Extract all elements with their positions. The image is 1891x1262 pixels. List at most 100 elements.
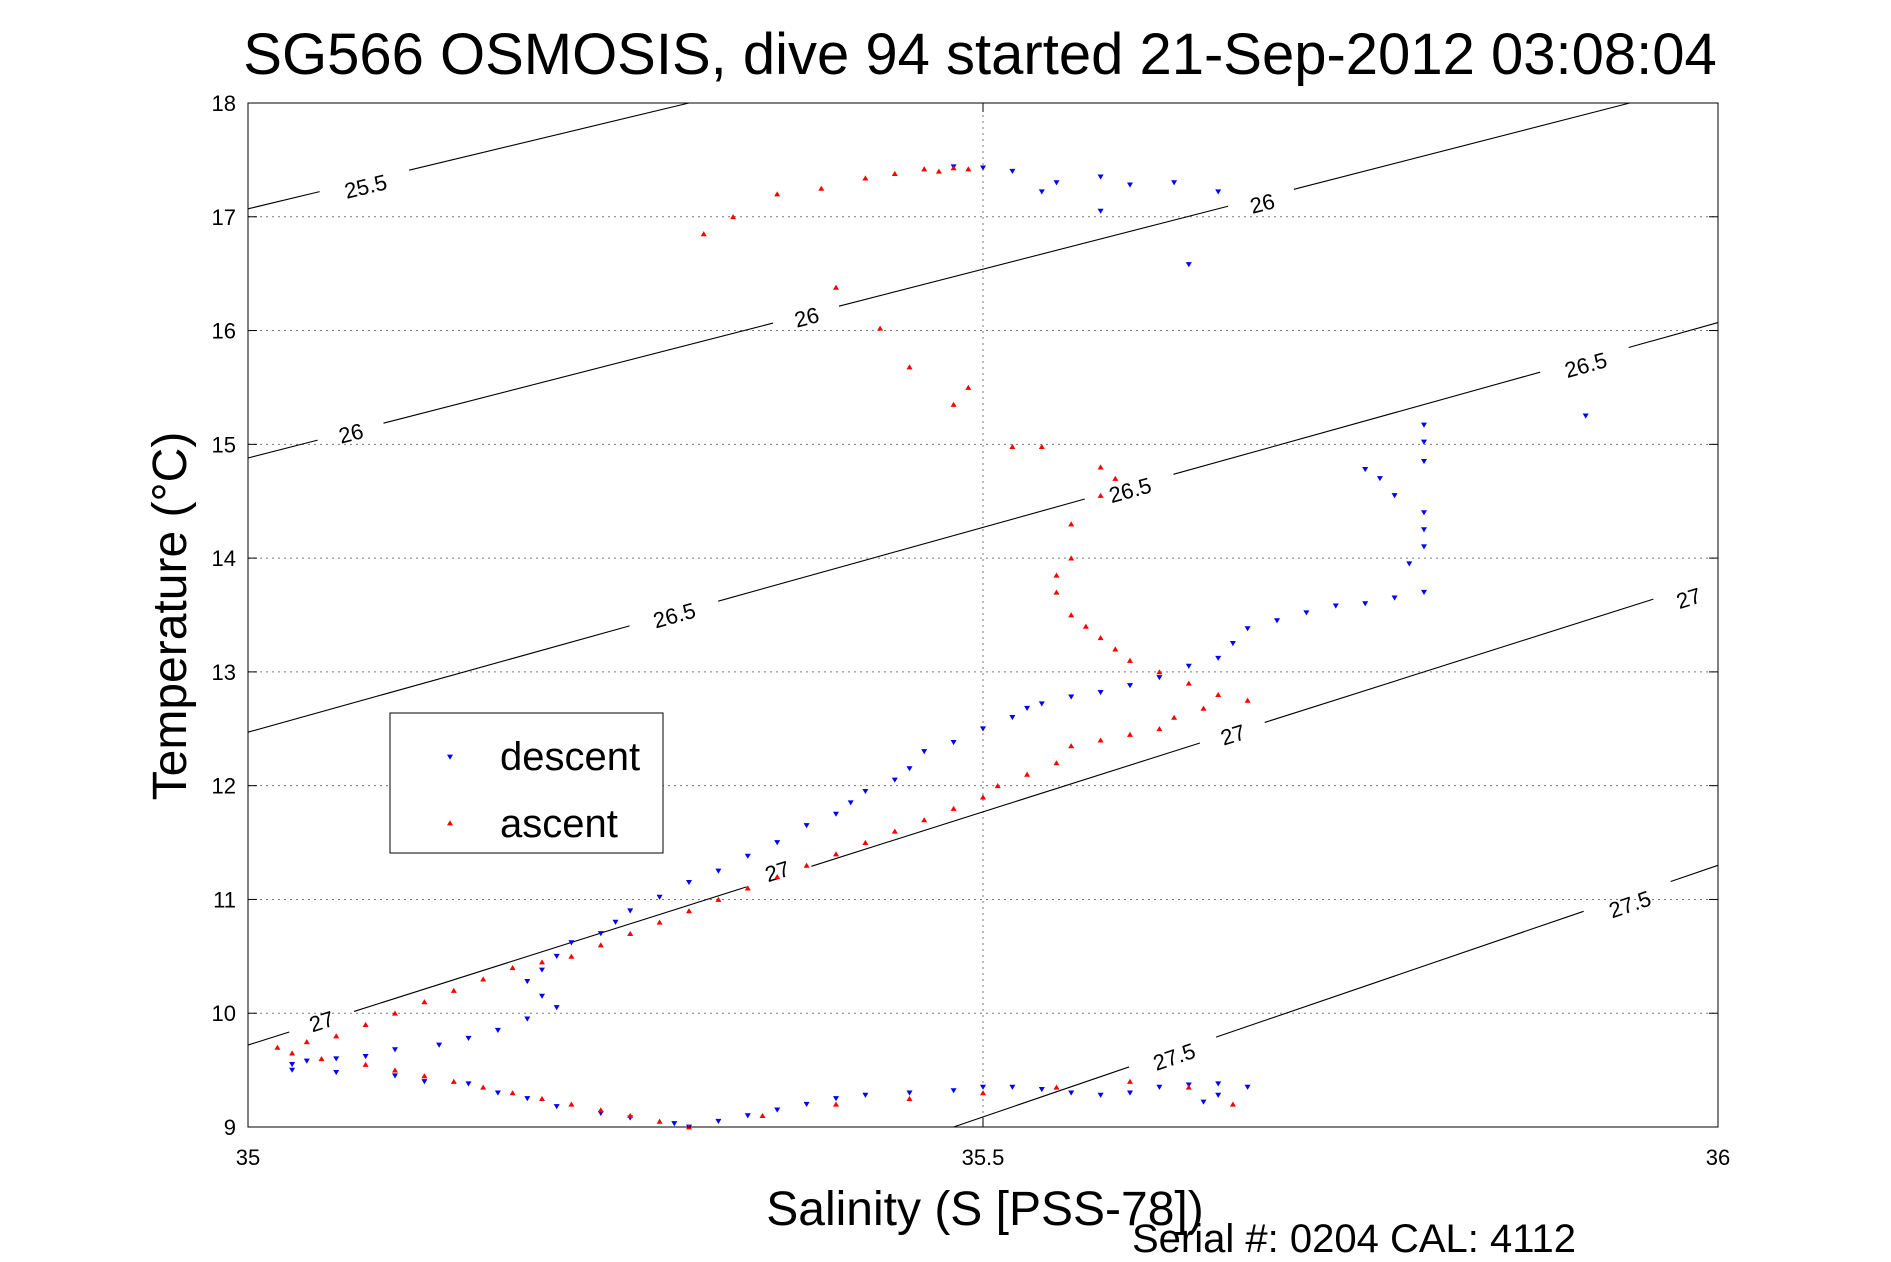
descent-point xyxy=(1068,1090,1075,1096)
isopycnal-line xyxy=(718,498,1085,602)
legend-marker-ascent xyxy=(447,820,453,826)
ascent-point xyxy=(1097,464,1104,470)
descent-point xyxy=(1215,1092,1222,1098)
isopycnal-line xyxy=(383,322,774,424)
descent-point xyxy=(774,840,781,846)
y-tick-label: 16 xyxy=(212,319,236,344)
descent-point xyxy=(847,800,854,806)
ascent-point xyxy=(1244,697,1251,703)
descent-point xyxy=(862,788,869,795)
descent-point xyxy=(1024,705,1031,711)
ascent-point xyxy=(906,1095,913,1101)
ascent-point xyxy=(1068,555,1075,561)
ascent-point xyxy=(1127,731,1133,737)
chart-title: SG566 OSMOSIS, dive 94 started 21-Sep-20… xyxy=(243,22,1716,87)
descent-point xyxy=(833,1096,839,1102)
ascent-point xyxy=(833,1101,839,1107)
descent-point xyxy=(1185,663,1192,669)
descent-point xyxy=(1421,544,1427,550)
descent-point xyxy=(1068,694,1075,700)
ascent-point xyxy=(289,1050,296,1056)
isopycnal-line xyxy=(1670,864,1719,883)
descent-point xyxy=(1391,493,1398,499)
ascent-point xyxy=(333,1033,340,1039)
descent-point xyxy=(891,777,898,783)
ascent-point xyxy=(1068,612,1075,618)
descent-point xyxy=(744,1113,751,1119)
descent-point xyxy=(1362,601,1369,607)
isopycnal-label: 26 xyxy=(792,302,822,332)
isopycnal-line xyxy=(811,742,1201,867)
descent-point xyxy=(1332,603,1339,609)
isopycnal-line xyxy=(353,886,747,1012)
descent-point xyxy=(1185,262,1192,268)
ascent-point xyxy=(921,817,928,823)
y-axis-label: Temperature (°C) xyxy=(144,432,197,801)
y-tick-label: 9 xyxy=(224,1115,236,1140)
descent-point xyxy=(1097,689,1104,696)
ascent-point xyxy=(686,908,692,914)
ascent-point xyxy=(833,851,839,857)
descent-point xyxy=(1421,527,1427,533)
ascent-point xyxy=(862,839,869,845)
legend: descent ascent xyxy=(389,712,664,854)
ascent-point xyxy=(1200,705,1207,711)
descent-point xyxy=(671,1121,678,1127)
descent-point xyxy=(1391,595,1398,601)
descent-point xyxy=(524,978,531,985)
isopycnal-line xyxy=(838,205,1229,307)
descent-point xyxy=(553,953,560,960)
descent-point xyxy=(1127,1090,1133,1096)
descent-point xyxy=(421,1079,428,1085)
serial-footer: Serial #: 0204 CAL: 4112 xyxy=(1132,1217,1576,1261)
ascent-point xyxy=(568,953,575,959)
ascent-point xyxy=(656,1118,663,1124)
y-tick-label: 15 xyxy=(212,432,236,457)
descent-point xyxy=(715,868,722,874)
ascent-point xyxy=(1068,743,1075,749)
ascent-point xyxy=(597,942,604,948)
descent-point xyxy=(950,1088,957,1094)
descent-point xyxy=(1421,510,1427,516)
ascent-point xyxy=(965,384,972,390)
ascent-point xyxy=(1038,443,1045,450)
ascent-point xyxy=(1053,572,1060,578)
legend-marker-descent xyxy=(447,754,453,760)
x-tick-label: 35.5 xyxy=(962,1145,1005,1170)
descent-point xyxy=(1009,1084,1016,1090)
descent-point xyxy=(980,726,986,732)
ascent-point xyxy=(700,231,707,237)
ascent-point xyxy=(1185,680,1192,686)
descent-point xyxy=(980,165,986,171)
descent-point xyxy=(1171,180,1178,186)
ascent-point xyxy=(480,1084,487,1090)
ascent-point xyxy=(1156,669,1163,675)
descent-point xyxy=(1406,561,1413,567)
ascent-point xyxy=(950,401,957,407)
ascent-point xyxy=(421,999,428,1005)
ascent-point xyxy=(1112,475,1119,481)
ascent-point xyxy=(539,959,545,965)
isopycnal-line xyxy=(1173,371,1541,475)
descent-point xyxy=(1376,476,1383,482)
ascent-point xyxy=(921,166,928,172)
ascent-point xyxy=(833,284,839,290)
descent-point xyxy=(1215,655,1222,661)
ascent-point xyxy=(1215,691,1222,698)
x-axis-label: Salinity (S [PSS-78]) xyxy=(766,1183,1203,1236)
isopycnal-line xyxy=(247,191,320,210)
descent-point xyxy=(921,749,928,755)
ascent-point xyxy=(744,885,751,891)
descent-point xyxy=(715,1118,722,1125)
ascent-point xyxy=(803,862,810,868)
ascent-point xyxy=(891,828,898,834)
isopycnal-label: 26 xyxy=(1247,188,1277,218)
ascent-point xyxy=(980,1090,986,1096)
ascent-point xyxy=(1053,589,1060,595)
ascent-point xyxy=(421,1073,428,1079)
ascent-point xyxy=(362,1061,369,1067)
descent-point xyxy=(289,1062,296,1068)
isopycnal-line xyxy=(1264,598,1654,723)
descent-point xyxy=(392,1047,398,1053)
ascent-point xyxy=(906,364,913,370)
